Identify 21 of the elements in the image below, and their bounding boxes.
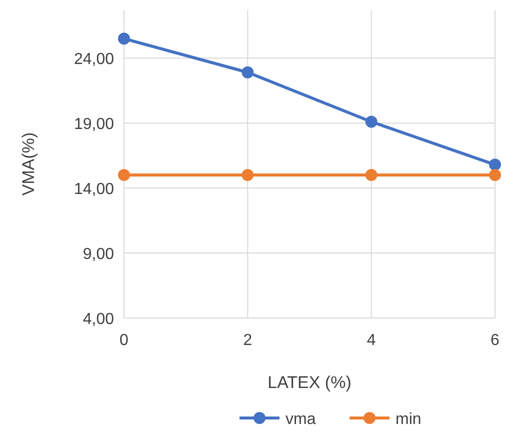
y-axis-title: VMA(%) [19,132,38,196]
x-tick-label: 2 [243,332,252,349]
point [118,169,130,182]
y-tick-label: 19,00 [74,116,114,134]
point [489,169,501,182]
point [242,66,254,78]
y-tick-label: 14,00 [74,181,114,198]
y-tick-label: 24,00 [74,51,114,68]
legend-label: vma [286,411,316,428]
point [242,169,254,182]
point [365,169,378,182]
x-tick-label: 6 [490,332,500,349]
point [365,116,378,128]
x-axis-title: LATEX (%) [268,373,352,392]
y-tick-label: 4,00 [82,311,114,328]
x-tick-label: 4 [366,332,376,349]
x-tick-label: 0 [120,332,129,349]
y-tick-label: 9,00 [82,246,114,264]
point [118,32,130,45]
legend-label: min [396,411,422,428]
point [489,158,501,171]
